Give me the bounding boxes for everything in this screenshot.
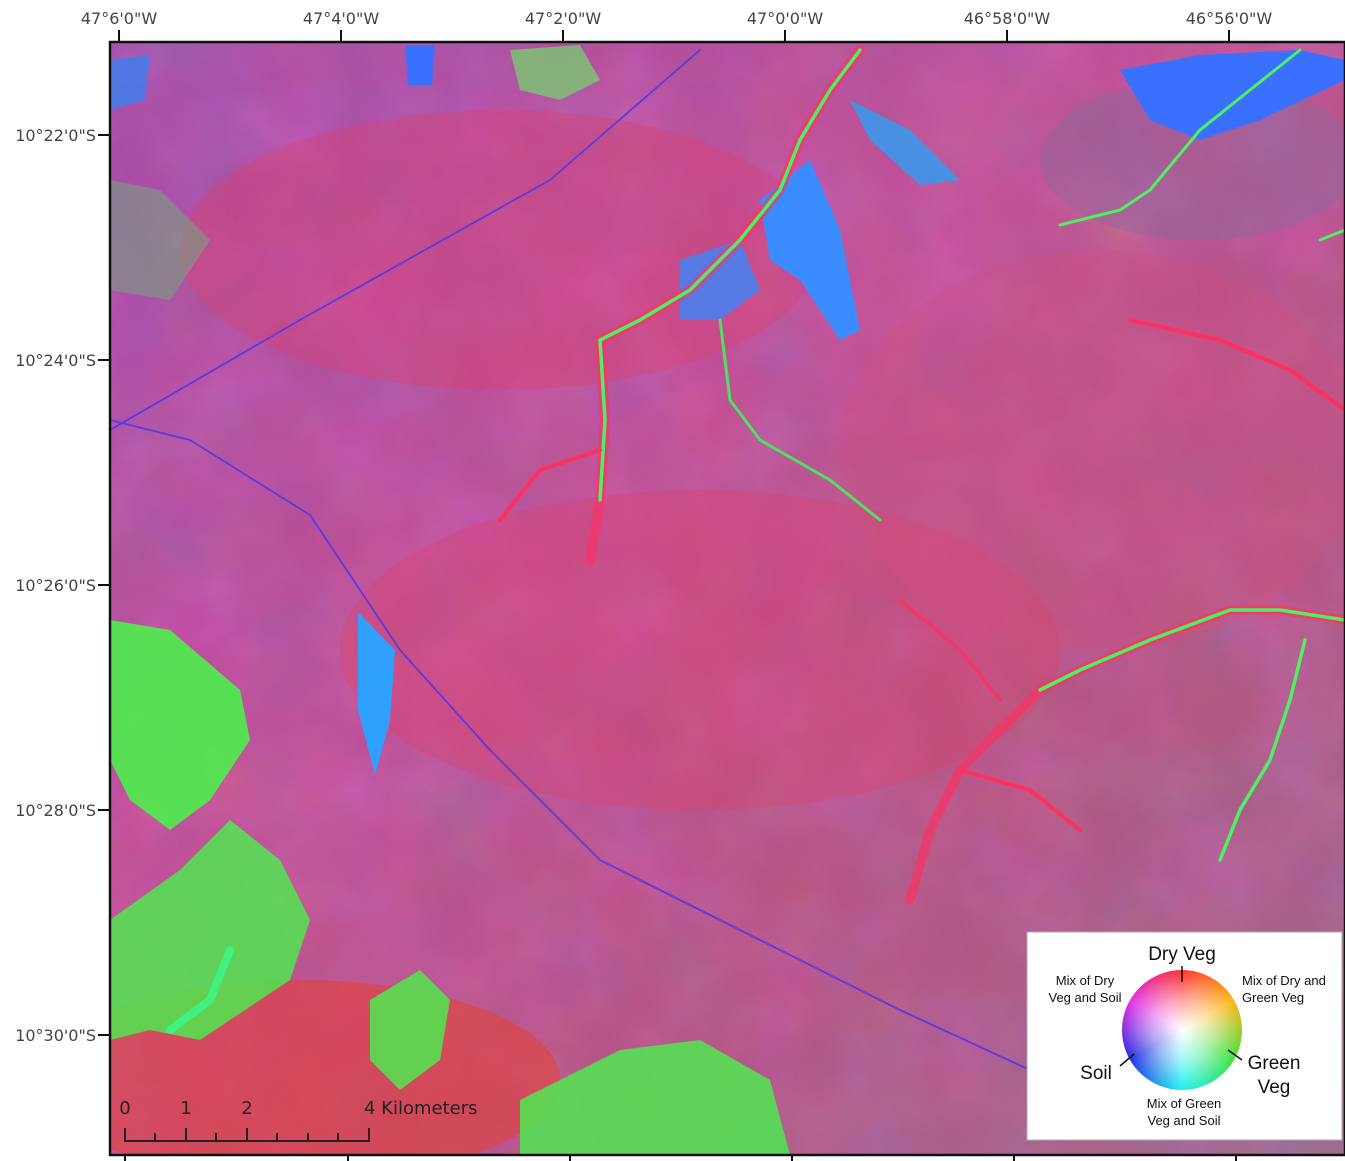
longitude-label: 46°58'0"W	[964, 9, 1051, 28]
legend-label: Veg and Soil	[1147, 1113, 1220, 1128]
scale-label: 1	[180, 1098, 191, 1119]
latitude-label: 10°24'0"S	[15, 351, 96, 370]
longitude-label: 47°6'0"W	[81, 9, 157, 28]
latitude-label: 10°22'0"S	[15, 126, 96, 145]
longitude-label: 47°4'0"W	[303, 9, 379, 28]
latitude-label: 10°30'0"S	[15, 1026, 96, 1045]
longitude-label: 47°0'0"W	[747, 9, 823, 28]
latitude-label: 10°26'0"S	[15, 576, 96, 595]
page: 47°6'0"W 47°4'0"W 47°2'0"W 47°0'0"W 46°58'0"…	[0, 0, 1345, 1161]
legend-label: Mix of Dry and	[1242, 973, 1326, 988]
latitude-label: 10°28'0"S	[15, 801, 96, 820]
longitude-label: 47°2'0"W	[525, 9, 601, 28]
legend-label: Soil	[1080, 1063, 1112, 1084]
legend-label: Veg and Soil	[1048, 990, 1121, 1005]
longitude-label: 46°56'0"W	[1186, 9, 1273, 28]
scale-label: 2	[241, 1098, 252, 1119]
legend-label: Mix of Green	[1147, 1096, 1221, 1111]
scale-label: 0	[119, 1098, 130, 1119]
legend-label: Green Veg	[1242, 990, 1304, 1005]
legend-label: Dry Veg	[1148, 944, 1216, 965]
legend-label: Mix of Dry	[1056, 973, 1115, 988]
legend-label: Green	[1248, 1053, 1301, 1074]
scale-label: 4 Kilometers	[364, 1098, 478, 1119]
color-wheel	[1122, 970, 1242, 1090]
legend-label: Veg	[1258, 1077, 1291, 1098]
